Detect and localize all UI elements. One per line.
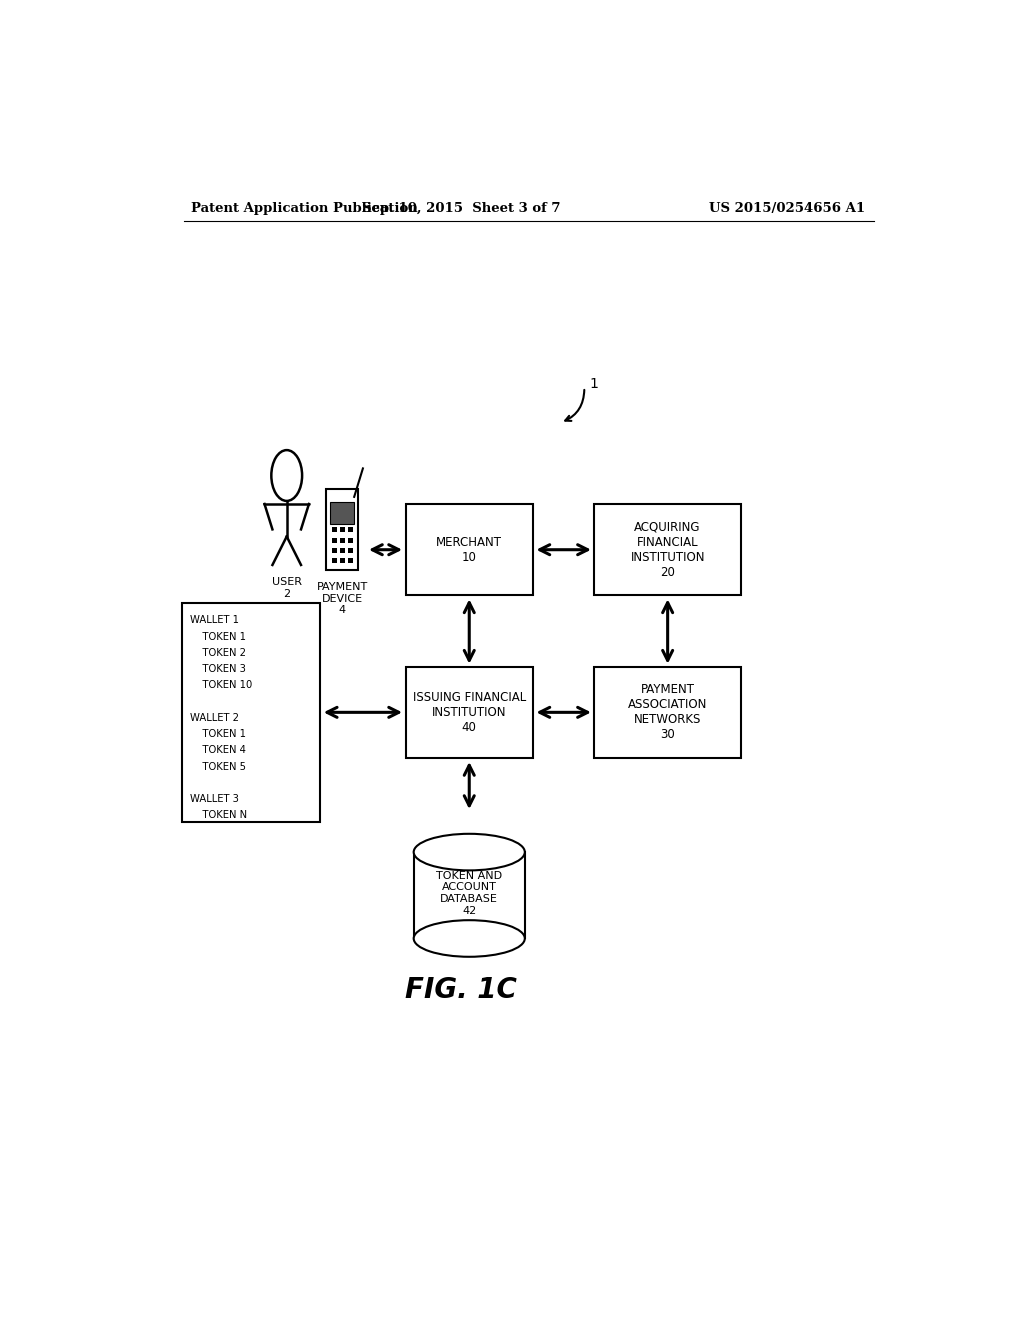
Text: TOKEN 2: TOKEN 2 — [189, 648, 246, 657]
FancyBboxPatch shape — [594, 504, 741, 595]
FancyBboxPatch shape — [181, 603, 321, 821]
Bar — [348, 537, 352, 543]
Bar — [348, 558, 352, 562]
Text: 1: 1 — [590, 378, 599, 391]
FancyBboxPatch shape — [327, 488, 358, 570]
Text: Sep. 10, 2015  Sheet 3 of 7: Sep. 10, 2015 Sheet 3 of 7 — [362, 202, 560, 215]
FancyBboxPatch shape — [594, 667, 741, 758]
Bar — [340, 548, 345, 553]
Text: PAYMENT
ASSOCIATION
NETWORKS
30: PAYMENT ASSOCIATION NETWORKS 30 — [628, 684, 708, 742]
Bar — [348, 528, 352, 532]
Text: TOKEN 5: TOKEN 5 — [189, 762, 246, 772]
Text: ISSUING FINANCIAL
INSTITUTION
40: ISSUING FINANCIAL INSTITUTION 40 — [413, 690, 526, 734]
Text: MERCHANT
10: MERCHANT 10 — [436, 536, 502, 564]
Ellipse shape — [414, 920, 524, 957]
Text: TOKEN 4: TOKEN 4 — [189, 746, 246, 755]
Text: WALLET 3: WALLET 3 — [189, 795, 239, 804]
Text: TOKEN 10: TOKEN 10 — [189, 680, 252, 690]
Text: US 2015/0254656 A1: US 2015/0254656 A1 — [709, 202, 864, 215]
Text: TOKEN 1: TOKEN 1 — [189, 729, 246, 739]
Text: USER
2: USER 2 — [271, 577, 302, 599]
FancyBboxPatch shape — [414, 853, 524, 939]
Bar — [348, 548, 352, 553]
FancyBboxPatch shape — [331, 502, 354, 524]
Text: TOKEN 3: TOKEN 3 — [189, 664, 246, 675]
Text: TOKEN 1: TOKEN 1 — [189, 631, 246, 642]
Bar — [340, 558, 345, 562]
Bar — [332, 528, 337, 532]
FancyBboxPatch shape — [406, 504, 532, 595]
Bar — [340, 528, 345, 532]
Text: ACQUIRING
FINANCIAL
INSTITUTION
20: ACQUIRING FINANCIAL INSTITUTION 20 — [631, 520, 705, 578]
Text: TOKEN AND
ACCOUNT
DATABASE
42: TOKEN AND ACCOUNT DATABASE 42 — [436, 871, 503, 916]
Bar — [332, 558, 337, 562]
Text: WALLET 1: WALLET 1 — [189, 615, 239, 626]
Text: PAYMENT
DEVICE
4: PAYMENT DEVICE 4 — [316, 582, 368, 615]
Text: FIG. 1C: FIG. 1C — [406, 975, 517, 1003]
Bar — [340, 537, 345, 543]
Bar — [332, 537, 337, 543]
Text: WALLET 2: WALLET 2 — [189, 713, 239, 723]
Ellipse shape — [414, 834, 524, 870]
Bar — [332, 548, 337, 553]
Text: TOKEN N: TOKEN N — [189, 810, 247, 821]
Text: Patent Application Publication: Patent Application Publication — [191, 202, 418, 215]
FancyBboxPatch shape — [406, 667, 532, 758]
